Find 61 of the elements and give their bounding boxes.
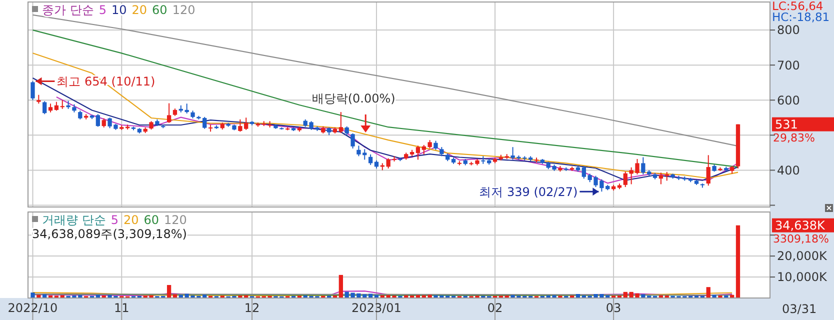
annotation: 최저 339 (02/27): [479, 184, 578, 199]
x-tick-label: 2023/01: [352, 301, 402, 315]
legend-title: 거래량 단순: [42, 213, 106, 227]
text: 5: [98, 3, 106, 17]
bar: [166, 284, 172, 298]
text: 5: [110, 213, 118, 227]
candlestick: [641, 156, 646, 175]
candlestick: [623, 171, 628, 188]
bar: [30, 292, 35, 298]
text: LC:56,64: [772, 0, 824, 13]
text: 60: [144, 213, 160, 227]
bar: [338, 274, 343, 298]
candlestick: [184, 103, 189, 114]
y-tick-label: 20,000K: [777, 249, 828, 264]
legend-title: 종가 단순: [42, 3, 94, 17]
line-series: [32, 14, 739, 147]
candlestick: [658, 172, 664, 185]
text: 120: [164, 213, 187, 227]
x-tick-label: 02: [487, 301, 503, 315]
text: 34,638K: [775, 218, 826, 233]
x-tick-label: 12: [244, 301, 260, 315]
candlestick: [166, 102, 172, 124]
candlestick: [244, 117, 248, 130]
candlestick: [238, 118, 242, 132]
y-tick-label: 10,000K: [777, 270, 828, 284]
text: 10: [111, 3, 127, 17]
text: 29,83%: [773, 131, 815, 144]
bar: [706, 287, 710, 298]
candlestick: [338, 112, 343, 134]
y-tick-label: 600: [777, 93, 800, 108]
text: 531: [775, 118, 798, 132]
candlestick: [42, 100, 47, 115]
x-tick-label: 11: [114, 301, 130, 315]
y-tick-label: 400: [777, 163, 800, 178]
candlestick: [350, 132, 355, 149]
text: HC:-18,81: [772, 10, 830, 24]
annotation: 배당락(0.00%): [312, 91, 396, 106]
candlestick: [96, 114, 100, 128]
candlestick: [60, 100, 64, 110]
y-tick-label: 700: [777, 58, 800, 72]
text: 03/31: [782, 302, 817, 316]
x-tick-label: 2022/10: [8, 301, 58, 315]
candlestick: [706, 154, 710, 186]
candlestick: [368, 154, 373, 166]
line-series: [32, 29, 739, 168]
candlestick: [30, 80, 35, 101]
candlestick: [481, 156, 486, 164]
annotation: 34,638,089주(3,309,18%): [32, 227, 187, 241]
series-label: 120: [172, 3, 196, 17]
candlestick: [582, 166, 586, 180]
text: 20: [132, 3, 148, 17]
text: 3309,18%: [773, 232, 829, 246]
text: 20: [123, 213, 139, 227]
candlestick: [102, 118, 106, 128]
candlestick: [440, 146, 444, 157]
candlestick: [416, 145, 420, 160]
x-tick-label: 03: [606, 301, 622, 315]
candlestick: [434, 140, 438, 150]
y-tick-label: 800: [777, 23, 800, 38]
bar: [736, 225, 740, 298]
text: 60: [152, 3, 168, 17]
